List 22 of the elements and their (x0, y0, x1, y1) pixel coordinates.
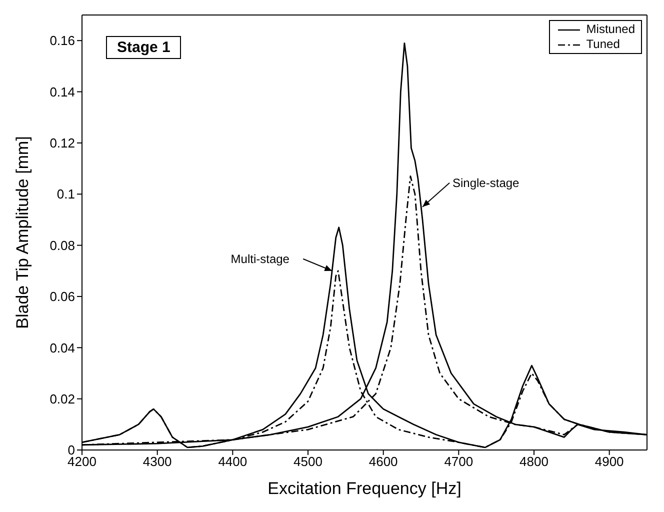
y-tick-label: 0.12 (50, 136, 75, 151)
x-tick-label: 4300 (142, 454, 172, 470)
x-tick-label: 4800 (520, 454, 548, 470)
y-tick-label: 0.06 (50, 289, 75, 304)
y-tick-label: 0.02 (50, 391, 75, 406)
y-axis-title: Blade Tip Amplitude [mm] (13, 136, 32, 329)
y-tick-label: 0.04 (50, 340, 75, 356)
y-tick-label: 0.16 (50, 33, 75, 48)
x-axis-title: Excitation Frequency [Hz] (268, 479, 462, 498)
y-tick-label: 0.14 (50, 84, 75, 100)
x-tick-label: 4700 (444, 454, 474, 470)
annotation: Multi-stage (230, 252, 290, 266)
annotation: Single-stage (452, 176, 520, 190)
legend-label: Mistuned (586, 22, 635, 37)
x-tick-label: 4400 (218, 454, 248, 470)
annotation: Stage 1 (106, 36, 182, 59)
legend-label: Tuned (586, 37, 620, 52)
x-tick-label: 4900 (594, 454, 624, 470)
x-tick-label: 4500 (294, 454, 322, 470)
x-tick-label: 4600 (368, 454, 398, 470)
y-tick-label: 0.08 (50, 238, 75, 253)
y-tick-label: 0.1 (56, 186, 75, 202)
